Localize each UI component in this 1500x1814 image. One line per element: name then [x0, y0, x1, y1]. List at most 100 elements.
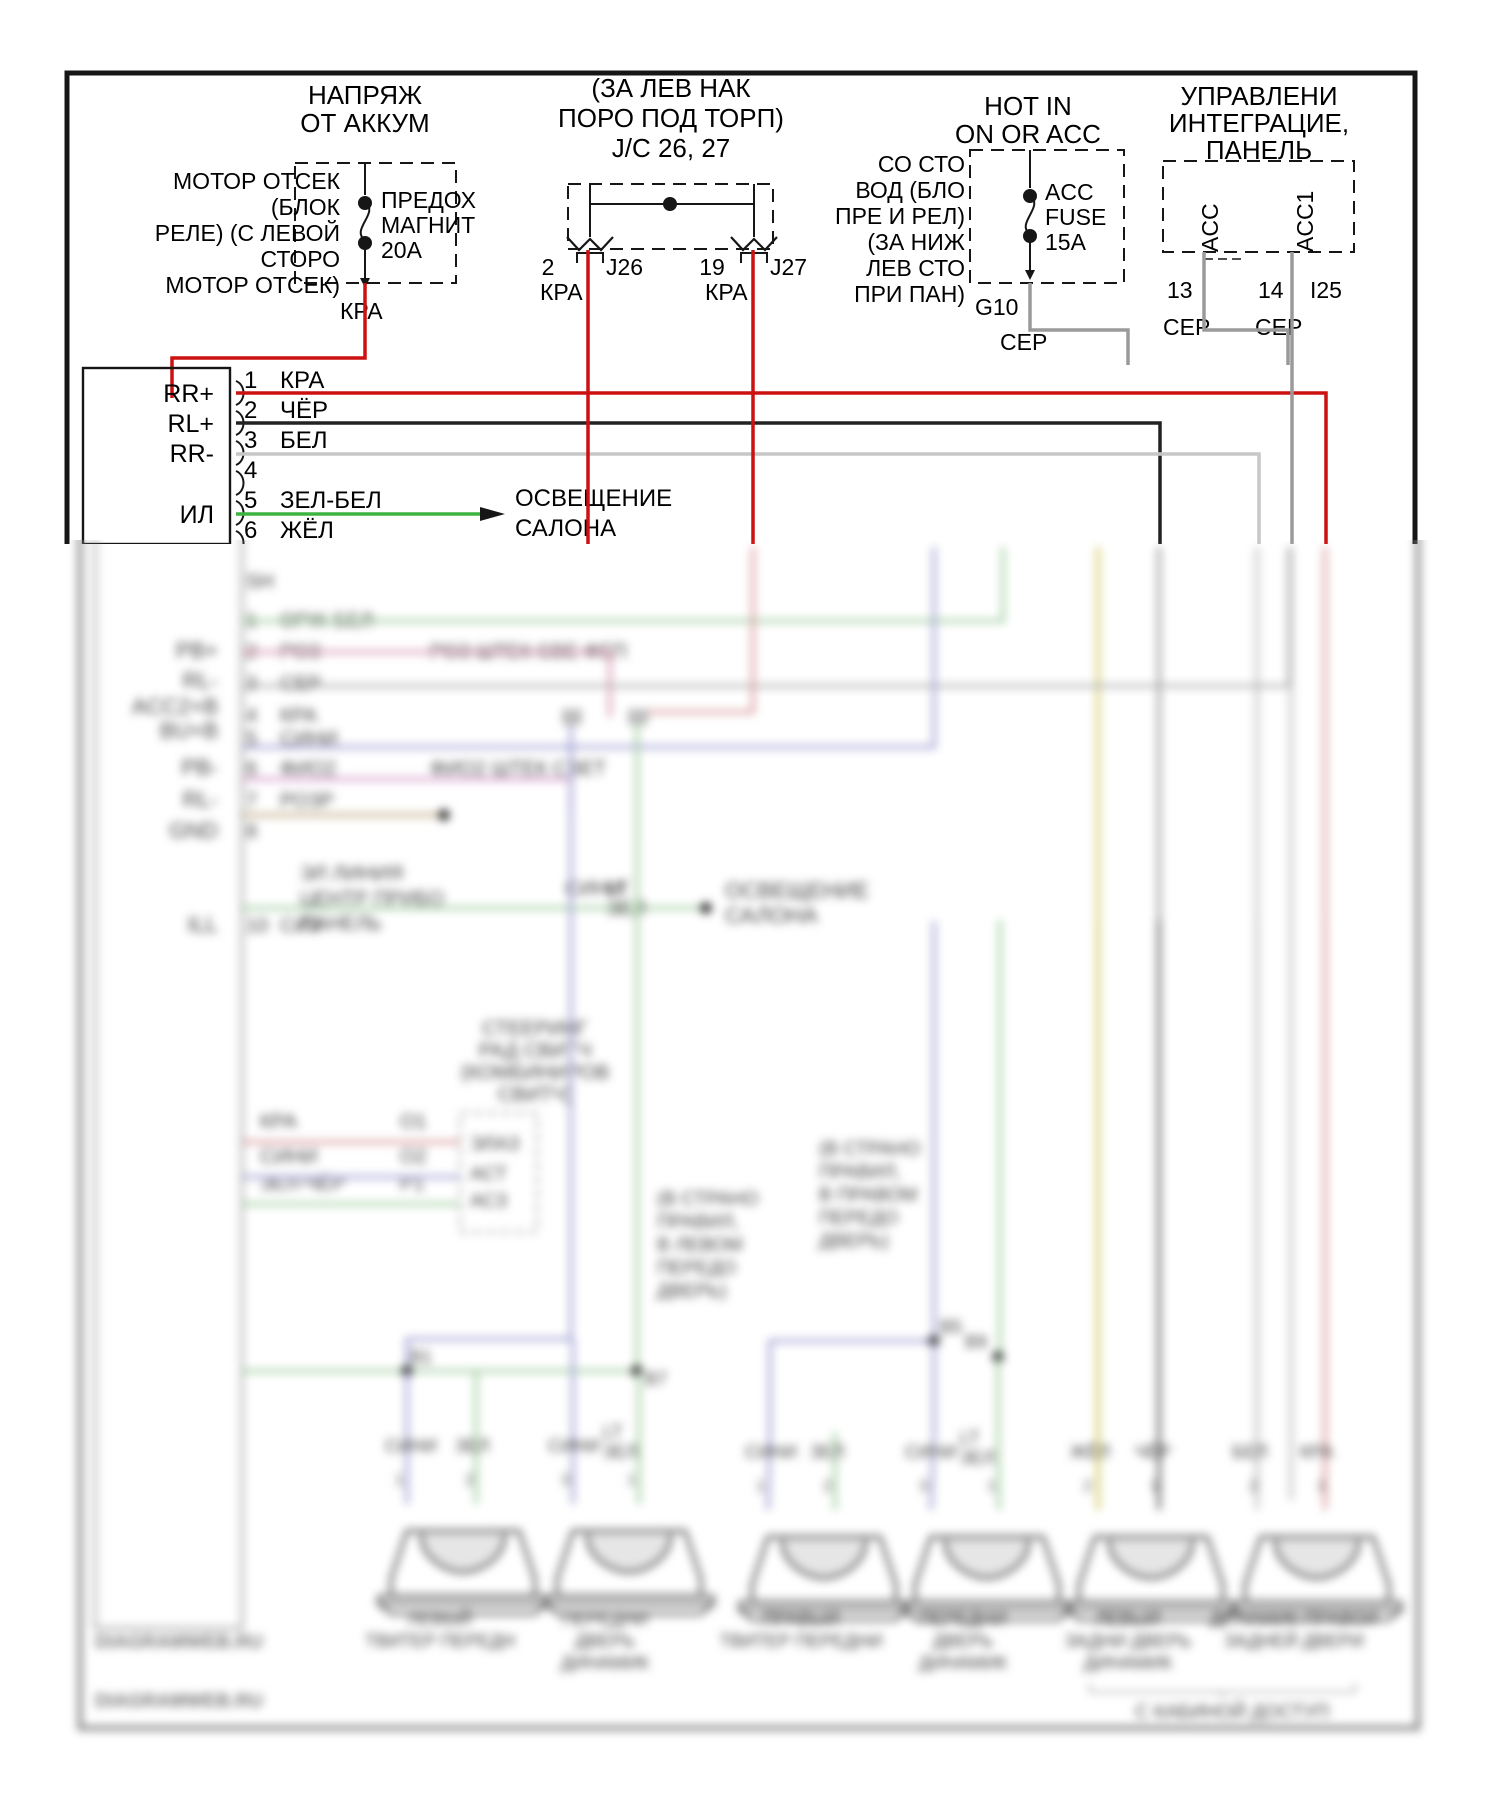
svg-text:2: 2 [465, 1472, 474, 1489]
svg-text:LT: LT [960, 1428, 980, 1448]
svg-text:RR-: RR- [170, 440, 214, 468]
svg-text:ЗАДНЕЙ ДВЕРИ: ЗАДНЕЙ ДВЕРИ [1224, 1630, 1364, 1651]
svg-text:ПРЕДОХ: ПРЕДОХ [381, 187, 476, 213]
svg-text:ПРАВИЛ,: ПРАВИЛ, [657, 1212, 739, 1233]
svg-text:ACC2+B: ACC2+B [132, 694, 218, 719]
svg-text:ON OR ACC: ON OR ACC [955, 119, 1101, 149]
svg-text:ЭЛ ЛИНИЯ: ЭЛ ЛИНИЯ [300, 863, 403, 885]
svg-text:ДВЕРЬ): ДВЕРЬ) [819, 1231, 889, 1252]
svg-text:B1: B1 [410, 1347, 432, 1367]
svg-text:ДИНАМИК: ДИНАМИК [919, 1653, 1008, 1673]
svg-text:B7: B7 [645, 1369, 667, 1389]
svg-text:АСЗ: АСЗ [470, 1191, 507, 1212]
svg-text:СИНИ: СИНИ [385, 1436, 437, 1456]
svg-text:I25: I25 [1310, 277, 1342, 303]
svg-text:PB-: PB- [181, 755, 218, 780]
svg-text:1: 1 [395, 1472, 404, 1489]
svg-text:ПЕРЕДО: ПЕРЕДО [819, 1208, 898, 1229]
svg-text:НАПРЯЖ: НАПРЯЖ [308, 80, 422, 110]
svg-text:G10: G10 [975, 294, 1018, 320]
svg-text:ОСВЕЩЕНИЕ: ОСВЕЩЕНИЕ [515, 485, 672, 512]
svg-text:СИНИ: СИНИ [745, 1442, 797, 1462]
svg-text:3: 3 [246, 673, 257, 695]
svg-text:ЭЛАЗ: ЭЛАЗ [470, 1134, 519, 1155]
svg-text:ЗЕЛ: ЗЕЛ [960, 1448, 995, 1468]
svg-text:БЕЛ: БЕЛ [1232, 1442, 1268, 1462]
svg-text:BU+B: BU+B [160, 718, 218, 743]
svg-text:2: 2 [1083, 1478, 1092, 1495]
svg-text:HOT IN: HOT IN [984, 91, 1072, 121]
svg-text:15A: 15A [1045, 229, 1087, 255]
svg-text:КРА: КРА [340, 298, 383, 324]
svg-text:КРА: КРА [260, 1111, 298, 1133]
svg-text:(КОМБИНИРОВ: (КОМБИНИРОВ [461, 1062, 609, 1084]
svg-text:ОТ АККУМ: ОТ АККУМ [300, 108, 429, 138]
svg-text:19: 19 [699, 254, 725, 280]
svg-text:САЛОНА: САЛОНА [515, 515, 616, 542]
svg-text:ПРАВИЛ,: ПРАВИЛ, [819, 1162, 901, 1183]
svg-text:RL+: RL+ [167, 410, 214, 438]
svg-text:МОТОР ОТСЕК): МОТОР ОТСЕК) [165, 272, 340, 298]
svg-text:ВОД (БЛО: ВОД (БЛО [855, 177, 965, 203]
svg-text:ДИНАМИК ПРАВОЙ: ДИНАМИК ПРАВОЙ [1210, 1608, 1378, 1629]
svg-text:20А: 20А [381, 237, 423, 263]
svg-text:ЛЕВ СТО: ЛЕВ СТО [866, 255, 965, 281]
svg-text:ПЕРЕДНИ: ПЕРЕДНИ [919, 1609, 1006, 1629]
svg-text:В ПРАВОМ: В ПРАВОМ [819, 1185, 917, 1206]
svg-text:ACC1: ACC1 [1292, 191, 1318, 252]
svg-text:СИНИ: СИНИ [548, 1436, 600, 1456]
svg-text:ДВЕРЬ): ДВЕРЬ) [657, 1281, 727, 1302]
svg-text:ДВЕРЬ: ДВЕРЬ [575, 1631, 635, 1651]
svg-text:ЗЕЛ: ЗЕЛ [810, 1442, 845, 1462]
svg-text:ИЛ: ИЛ [180, 501, 214, 529]
svg-text:ЛЕВЫЙ: ЛЕВЫЙ [408, 1608, 473, 1629]
svg-text:FUSE: FUSE [1045, 204, 1106, 230]
svg-text:(ЗА НИЖ: (ЗА НИЖ [867, 229, 965, 255]
svg-text:ПРАВЫЙ: ПРАВЫЙ [763, 1608, 840, 1629]
svg-text:4: 4 [244, 457, 257, 484]
svg-text:СТОРО: СТОРО [261, 246, 340, 272]
svg-text:GND: GND [169, 818, 218, 843]
svg-text:J27: J27 [770, 254, 807, 280]
svg-text:СЕР: СЕР [280, 673, 321, 695]
svg-text:В ЛЕВОМ: В ЛЕВОМ [657, 1235, 743, 1256]
svg-text:(БЛОК: (БЛОК [271, 194, 341, 220]
svg-text:МАГНИТ: МАГНИТ [381, 212, 475, 238]
svg-text:ФИО2 ШТЕК СВЕТ: ФИО2 ШТЕК СВЕТ [430, 758, 606, 780]
svg-text:RR+: RR+ [163, 380, 214, 408]
svg-text:О1: О1 [400, 1111, 427, 1133]
svg-text:САЛОНА: САЛОНА [725, 903, 818, 928]
svg-text:УПРАВЛЕНИ: УПРАВЛЕНИ [1180, 81, 1337, 111]
svg-text:1: 1 [1317, 1478, 1326, 1495]
svg-text:ЖЁЛ: ЖЁЛ [1070, 1442, 1110, 1462]
svg-text:ПОРО ПОД ТОРП): ПОРО ПОД ТОРП) [558, 103, 784, 133]
svg-text:СВИТЧ): СВИТЧ) [498, 1084, 572, 1106]
svg-text:ЗЕЛ-БЕЛ: ЗЕЛ-БЕЛ [280, 487, 382, 514]
svg-text:СИНИ: СИНИ [260, 1146, 318, 1168]
svg-text:2: 2 [244, 397, 257, 424]
svg-text:КРА: КРА [280, 705, 318, 727]
svg-text:10: 10 [246, 915, 268, 937]
svg-text:ILL: ILL [187, 912, 218, 937]
svg-text:2: 2 [1249, 1478, 1258, 1495]
svg-text:LT: LT [607, 878, 629, 900]
svg-text:1: 1 [1150, 1478, 1159, 1495]
svg-text:2: 2 [823, 1478, 832, 1495]
svg-text:ACC: ACC [1045, 179, 1094, 205]
svg-text:ЧЁР: ЧЁР [1135, 1442, 1171, 1462]
svg-text:B9: B9 [965, 1332, 987, 1352]
svg-text:(В СТРАНО: (В СТРАНО [657, 1189, 759, 1210]
svg-text:СО СТО: СО СТО [878, 151, 965, 177]
svg-text:ЗАДНИ ДВЕРЬ: ЗАДНИ ДВЕРЬ [1065, 1631, 1192, 1651]
svg-text:ТВИТЕР ПЕРЕДНИ: ТВИТЕР ПЕРЕДНИ [719, 1631, 882, 1651]
svg-text:3: 3 [561, 1472, 570, 1489]
svg-text:5: 5 [244, 487, 257, 514]
svg-text:J26: J26 [606, 254, 643, 280]
svg-text:ДИНАМИК: ДИНАМИК [561, 1653, 650, 1673]
svg-text:СИЗ: СИЗ [280, 915, 321, 937]
svg-text:1: 1 [627, 1472, 636, 1489]
svg-text:РОЗР: РОЗР [280, 790, 334, 812]
svg-text:ПРЕ И РЕЛ): ПРЕ И РЕЛ) [835, 203, 965, 229]
svg-text:ПЕРЕДНИ: ПЕРЕДНИ [561, 1609, 648, 1629]
svg-text:ACC: ACC [1197, 203, 1223, 252]
